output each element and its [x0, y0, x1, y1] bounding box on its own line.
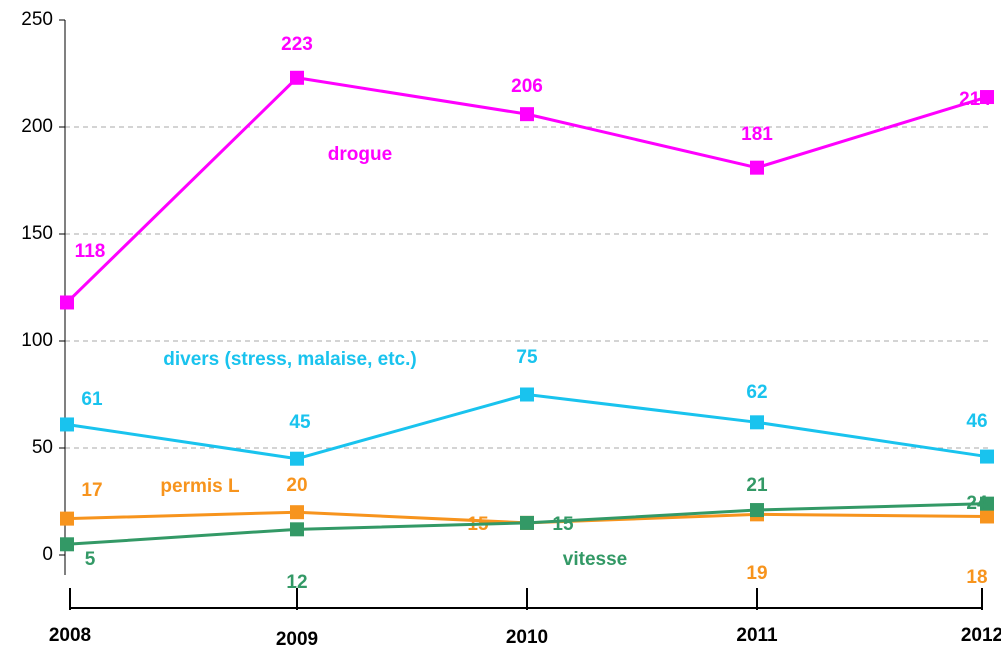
y-tick-label: 250: [21, 9, 53, 30]
x-tick-label: 2008: [49, 625, 91, 646]
data-label: 12: [286, 572, 307, 593]
data-label: 20: [286, 475, 307, 496]
data-point: [750, 503, 764, 518]
data-label: 61: [81, 389, 103, 410]
x-tick-label: 2012: [961, 625, 1001, 646]
data-point: [520, 107, 534, 122]
data-label: 46: [966, 411, 987, 432]
data-label: 19: [746, 563, 767, 584]
y-tick-label: 100: [21, 330, 53, 351]
y-tick-label: 0: [42, 544, 53, 565]
data-point: [60, 537, 74, 552]
data-label: 62: [746, 382, 767, 403]
data-label: 214: [959, 89, 991, 110]
data-point: [290, 451, 304, 466]
data-label: 206: [511, 76, 543, 97]
series-name: permis L: [160, 476, 240, 497]
x-tick-label: 2009: [276, 629, 318, 650]
data-point: [980, 449, 994, 464]
data-label: 24: [966, 493, 988, 514]
y-tick-label: 200: [21, 116, 53, 137]
data-label: 181: [741, 124, 773, 145]
data-point: [750, 160, 764, 175]
y-tick-label: 150: [21, 223, 53, 244]
x-tick-label: 2010: [506, 627, 548, 648]
data-point: [290, 70, 304, 85]
data-point: [750, 415, 764, 430]
data-label: 18: [966, 567, 987, 588]
data-label: 17: [81, 480, 102, 501]
data-point: [60, 417, 74, 432]
data-label: 223: [281, 34, 313, 55]
data-point: [290, 522, 304, 537]
data-point: [980, 509, 994, 524]
data-label: 5: [85, 549, 96, 570]
data-point: [60, 511, 74, 526]
data-label: 45: [289, 412, 311, 433]
data-point: [60, 295, 74, 310]
data-label: 75: [516, 347, 538, 368]
series-line: [66, 392, 988, 461]
data-point: [290, 505, 304, 520]
x-tick-label: 2011: [736, 625, 778, 646]
series-name: divers (stress, malaise, etc.): [163, 349, 416, 370]
data-point: [520, 515, 534, 530]
y-tick-label: 50: [32, 437, 53, 458]
data-point: [980, 496, 994, 511]
data-label: 15: [552, 514, 574, 535]
series-name: vitesse: [563, 549, 627, 570]
data-label: 21: [746, 475, 768, 496]
series-name: drogue: [328, 144, 392, 165]
data-point: [520, 387, 534, 402]
data-point: [980, 90, 994, 105]
data-label: 118: [75, 241, 106, 262]
